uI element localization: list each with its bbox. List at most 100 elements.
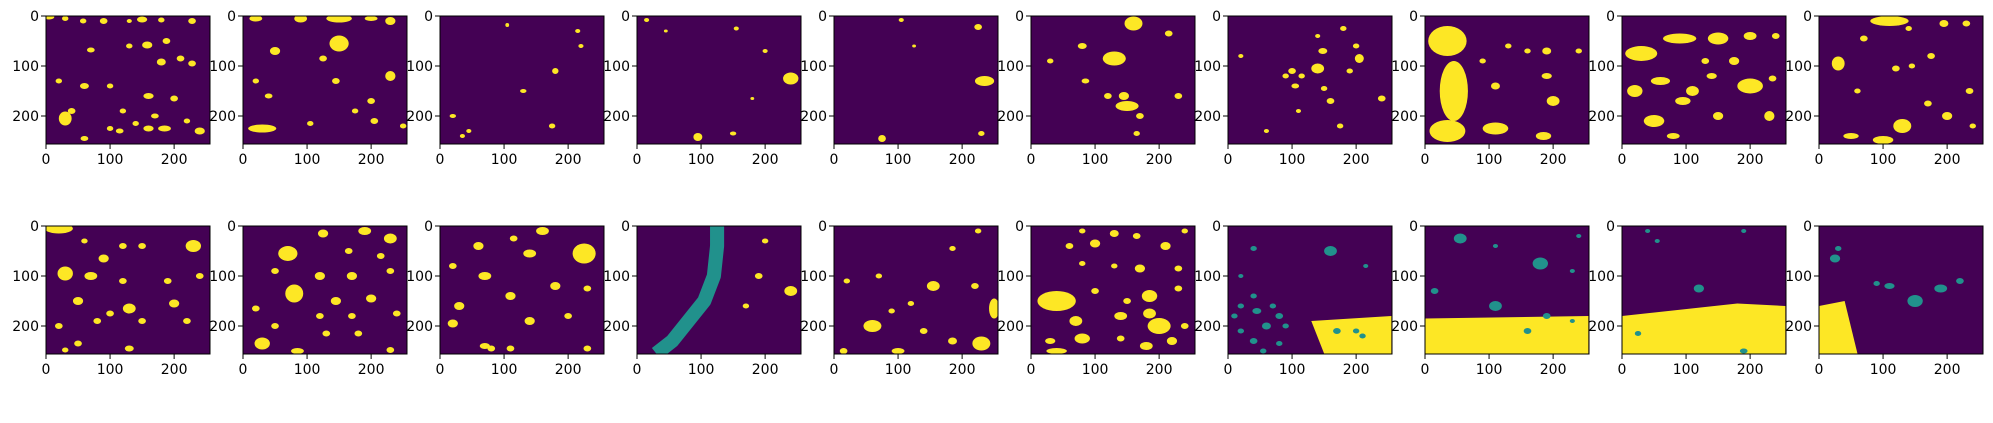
mask-blob (119, 108, 127, 114)
mask-blob (762, 49, 768, 53)
mask-blob (1141, 290, 1158, 302)
panel-frame (1227, 15, 1393, 145)
x-tick-label: 200 (161, 152, 188, 168)
panel-18: 0 100 200 0 100 200 (1391, 219, 1590, 378)
mask-blob (1352, 43, 1360, 49)
x-tick-label: 0 (1815, 152, 1824, 168)
y-tick-label: 100 (603, 59, 630, 75)
x-tick-label: 200 (752, 152, 779, 168)
mask-blob (1965, 88, 1974, 94)
panel-5: 0 100 200 0 100 200 (800, 9, 999, 168)
mask-blob (115, 128, 124, 134)
y-tick-label: 0 (621, 219, 630, 235)
mask-blob (1311, 63, 1325, 74)
mask-blob (448, 263, 457, 269)
mask-blob (575, 29, 581, 33)
mask-blob (1728, 57, 1740, 65)
mask-blob (62, 347, 69, 353)
mask-blob (1654, 239, 1660, 243)
mask-blob (506, 345, 515, 352)
panel-frame (439, 225, 605, 355)
mask-blob (271, 323, 279, 329)
x-tick-label: 0 (1815, 362, 1824, 378)
mask-blob (1174, 265, 1183, 272)
mask-blob (1295, 109, 1302, 113)
mask-blob (978, 131, 985, 136)
y-tick-label: 0 (818, 9, 827, 25)
mask-blob (1908, 63, 1916, 69)
mask-blob (367, 98, 375, 104)
mask-blob (761, 238, 769, 244)
x-tick-label: 0 (830, 362, 839, 378)
y-tick-label: 0 (1212, 9, 1221, 25)
mask-blob (1143, 308, 1156, 319)
panel-5-image (834, 16, 998, 144)
x-tick-label: 200 (555, 152, 582, 168)
x-tick-label: 0 (830, 152, 839, 168)
mask-blob (1136, 113, 1144, 119)
mask-blob (926, 281, 940, 291)
mask-blob (364, 16, 378, 21)
y-tick-label: 100 (209, 269, 236, 285)
mask-blob (1934, 284, 1948, 293)
mask-blob (1160, 242, 1171, 250)
mask-blob (1576, 234, 1582, 238)
mask-region (1819, 301, 1858, 354)
mask-blob (126, 43, 133, 49)
mask-blob (1111, 263, 1118, 269)
panel-4: 0 100 200 0 100 200 (603, 9, 802, 168)
mask-blob (1147, 318, 1171, 334)
mask-blob (1275, 313, 1284, 319)
mask-blob (271, 268, 279, 274)
mask-blob (307, 121, 314, 126)
mask-blob (1249, 338, 1258, 344)
mask-blob (1132, 233, 1141, 239)
mask-blob (1352, 328, 1360, 334)
mask-blob (248, 124, 277, 133)
mask-blob (72, 297, 84, 305)
mask-blob (509, 235, 518, 242)
mask-blob (1282, 73, 1289, 79)
mask-blob (385, 71, 396, 81)
mask-blob (1237, 328, 1245, 334)
panel-10: 0 100 200 0 100 200 (1785, 9, 1984, 168)
mask-blob (1123, 298, 1131, 304)
x-tick-label: 0 (1027, 362, 1036, 378)
mask-blob (316, 313, 324, 319)
mask-blob (332, 78, 340, 84)
x-tick-label: 0 (436, 152, 445, 168)
mask-blob (98, 254, 109, 263)
x-tick-label: 200 (752, 362, 779, 378)
y-tick-label: 200 (12, 319, 39, 335)
mask-blob (136, 16, 148, 23)
x-tick-label: 200 (1737, 152, 1764, 168)
x-tick-label: 200 (949, 152, 976, 168)
y-tick-label: 0 (1606, 9, 1615, 25)
panel-frame (45, 15, 211, 145)
mask-blob (188, 60, 196, 67)
mask-blob (989, 298, 998, 319)
y-tick-label: 100 (1194, 269, 1221, 285)
x-tick-label: 100 (1476, 362, 1503, 378)
mask-blob (948, 337, 957, 345)
mask-blob (119, 278, 127, 284)
mask-blob (106, 126, 114, 131)
y-tick-label: 200 (209, 319, 236, 335)
mask-blob (971, 283, 979, 289)
mask-blob (891, 348, 905, 354)
mask-blob (1686, 86, 1699, 96)
x-tick-label: 100 (491, 152, 518, 168)
mask-blob (1870, 16, 1909, 26)
x-tick-label: 100 (1476, 152, 1503, 168)
mask-blob (1046, 348, 1067, 354)
x-tick-label: 100 (688, 362, 715, 378)
mask-blob (1707, 32, 1729, 45)
mask-blob (1237, 303, 1245, 309)
mask-blob (1115, 101, 1139, 111)
mask-blob (1712, 112, 1724, 120)
mask-blob (912, 44, 916, 48)
mask-blob (80, 136, 89, 141)
y-tick-label: 200 (406, 319, 433, 335)
mask-blob (783, 72, 799, 85)
